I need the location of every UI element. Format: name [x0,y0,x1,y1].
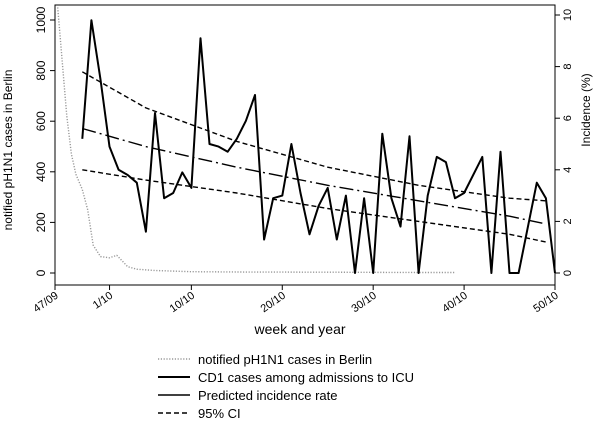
x-tick-label: 50/10 [531,290,560,316]
x-tick-label: 47/09 [31,290,60,316]
legend-label: Predicted incidence rate [198,388,337,403]
y-left-tick-label: 200 [34,212,48,232]
x-tick-label: 1/10 [91,290,115,312]
series-line-1 [81,19,556,274]
y-right-tick-label: 0 [562,270,574,276]
y-left-tick-label: 1000 [34,6,48,33]
x-tick-label: 30/10 [349,290,378,316]
x-tick-label: 10/10 [168,290,197,316]
x-axis-label: week and year [253,321,345,337]
series-line-4 [82,169,547,243]
y-left-tick-label: 600 [34,111,48,131]
legend-label: CD1 cases among admissions to ICU [198,370,414,385]
y-right-tick-label: 4 [562,167,574,173]
x-tick-label: 20/10 [259,290,288,316]
y-left-tick-label: 400 [34,161,48,181]
legend: notified pH1N1 cases in Berlin CD1 cases … [158,352,414,421]
y-axis-label-right: Incidence (%) [579,73,593,146]
y-right-tick-label: 10 [562,9,574,21]
series-line-3 [81,71,546,202]
y-left-tick-label: 800 [34,60,48,80]
x-tick-label: 40/10 [440,290,469,316]
legend-label: notified pH1N1 cases in Berlin [198,352,372,367]
series-layer [57,7,556,274]
series-line-0 [57,7,455,274]
plot-frame [54,4,556,286]
y-right-tick-label: 2 [562,218,574,224]
y-right-tick-label: 6 [562,115,574,121]
series-line-2 [82,127,547,225]
y-right-tick-label: 8 [562,64,574,70]
y-axis-label-left: notified pH1N1 cases in Berlin [1,70,15,231]
y-left-tick-label: 0 [34,269,48,276]
legend-label: 95% CI [198,406,241,421]
